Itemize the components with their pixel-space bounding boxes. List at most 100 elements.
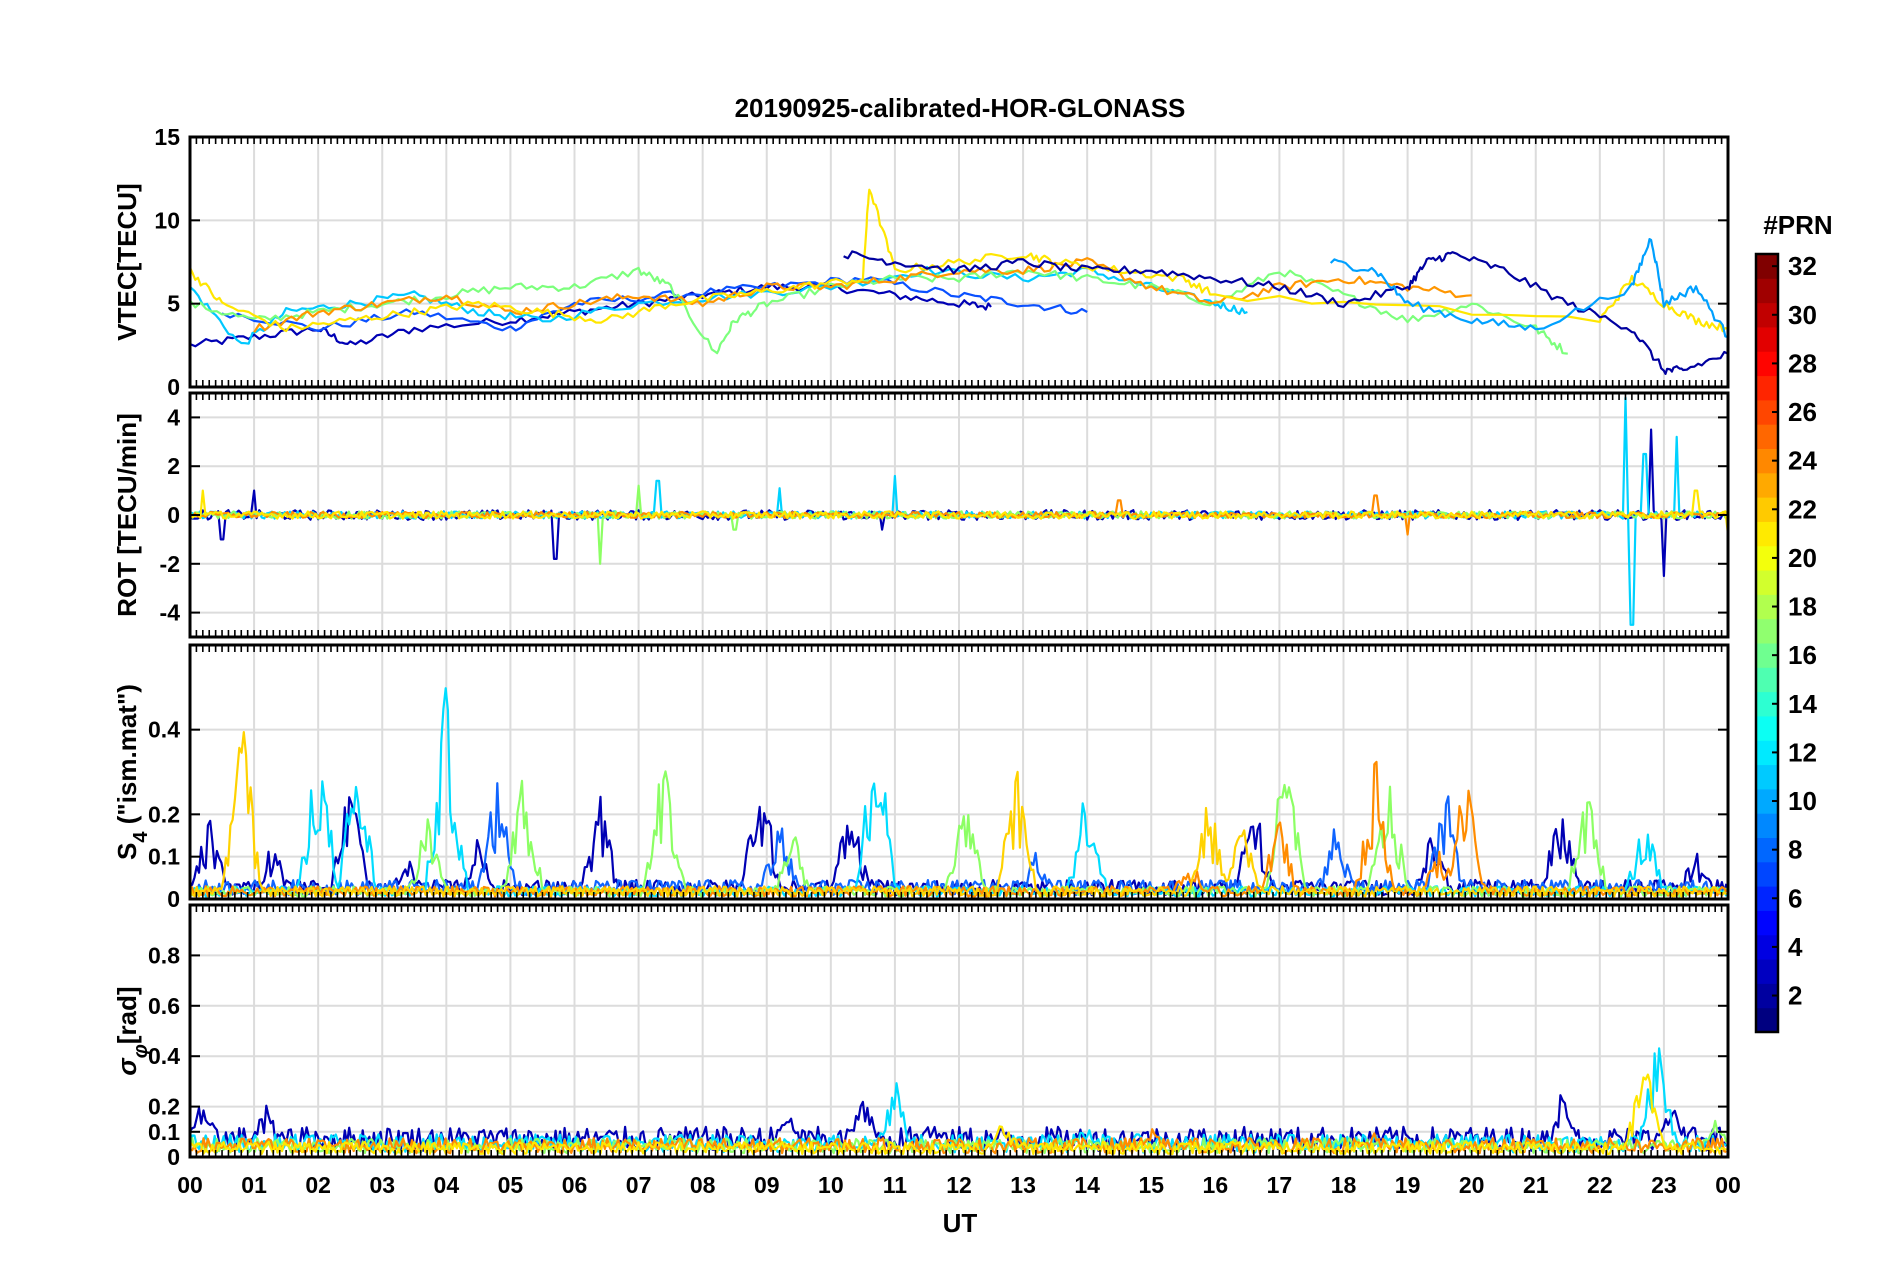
x-tick-label: 13	[1010, 1172, 1036, 1198]
x-tick-label: 10	[818, 1172, 844, 1198]
x-tick-label: 01	[241, 1172, 267, 1198]
series-line	[190, 782, 1728, 897]
panel-3: 0 0.1 0.2 0.4S4 ("ism.mat")	[112, 643, 1730, 912]
y-axis-label: VTEC[TECU]	[112, 183, 142, 340]
colorbar-segment	[1756, 934, 1778, 960]
x-tick-label: 22	[1587, 1172, 1613, 1198]
colorbar-segment	[1756, 861, 1778, 887]
x-tick-label: 06	[562, 1172, 588, 1198]
colorbar-segment	[1756, 886, 1778, 911]
colorbar-tick-label: 8	[1788, 835, 1802, 865]
y-tick-label: 0	[167, 1144, 180, 1170]
x-tick-label: 15	[1138, 1172, 1164, 1198]
x-tick-label: 21	[1523, 1172, 1549, 1198]
colorbar-frame	[1754, 252, 1780, 1034]
y-tick-label: 0.4	[148, 1043, 180, 1069]
colorbar-tick-label: 12	[1788, 737, 1817, 767]
x-tick-label: 17	[1267, 1172, 1293, 1198]
colorbar-segment	[1756, 1007, 1778, 1033]
colorbar-tick-label: 24	[1788, 446, 1817, 476]
x-tick-label: 14	[1074, 1172, 1100, 1198]
x-tick-label: 04	[434, 1172, 460, 1198]
panel-4: 00.10.2 0.4 0.6 0.8 σφ[rad] 00 01 02 03 04 05 06 07 0…	[112, 903, 1741, 1198]
colorbar-segment	[1756, 497, 1778, 522]
series-line	[190, 731, 1728, 898]
x-tick-label: 18	[1331, 1172, 1357, 1198]
colorbar-title: #PRN	[1763, 210, 1832, 240]
y-tick-label: 0.8	[148, 942, 180, 968]
colorbar-segment	[1756, 910, 1778, 936]
x-tick-label: 20	[1459, 1172, 1485, 1198]
colorbar-segment	[1756, 254, 1778, 279]
colorbar-tick-label: 22	[1788, 494, 1817, 524]
colorbar-segment	[1756, 570, 1778, 595]
series-line	[190, 266, 1568, 355]
x-tick-label: 11	[883, 1172, 908, 1198]
colorbar-segment	[1756, 424, 1778, 449]
series-group	[190, 687, 1728, 898]
colorbar-segment	[1756, 643, 1778, 668]
y-tick-label: 0.4	[148, 717, 180, 743]
series-line	[253, 257, 1472, 333]
x-tick-label: 02	[305, 1172, 331, 1198]
y-tick-label: 5	[167, 291, 180, 317]
colorbar-tick-label: 14	[1788, 689, 1817, 719]
y-tick-label: 10	[154, 207, 180, 233]
colorbar-tick-label: 4	[1788, 932, 1803, 962]
colorbar-segment	[1756, 545, 1778, 571]
y-tick-label: 15	[154, 124, 180, 150]
x-tick-label: 12	[946, 1172, 972, 1198]
x-tick-label: 05	[498, 1172, 524, 1198]
y-tick-label: -2	[160, 551, 180, 577]
x-axis-label: UT	[943, 1208, 978, 1238]
colorbar-segment	[1756, 667, 1778, 693]
colorbar-tick-label: 28	[1788, 348, 1817, 378]
x-tick-label: 09	[754, 1172, 780, 1198]
y-axis-label: S4 ("ism.mat")	[112, 684, 152, 860]
y-tick-label: 2	[167, 453, 180, 479]
colorbar-tick-label: 2	[1788, 981, 1802, 1011]
y-tick-label: 0.1	[148, 844, 180, 870]
colorbar-segment	[1756, 959, 1778, 984]
y-tick-label: 0.6	[148, 993, 180, 1019]
colorbar-segment	[1756, 351, 1778, 377]
y-axis-label: ROT [TECU/min]	[112, 413, 142, 617]
colorbar-segment	[1756, 521, 1778, 547]
series-line	[843, 250, 1728, 375]
colorbar-segment	[1756, 278, 1778, 304]
series-line	[1329, 238, 1728, 339]
colorbar-tick-label: 10	[1788, 786, 1817, 816]
y-tick-label: 0	[167, 502, 180, 528]
colorbar-segment	[1756, 740, 1778, 766]
x-tick-label: 07	[626, 1172, 652, 1198]
y-tick-label: 0.2	[148, 1094, 180, 1120]
colorbar-tick-label: 26	[1788, 397, 1817, 427]
colorbar-tick-label: 30	[1788, 300, 1817, 330]
colorbar-segment	[1756, 594, 1778, 620]
colorbar-segment	[1756, 983, 1778, 1009]
x-tick-label: 00	[1715, 1172, 1741, 1198]
x-tick-label: 23	[1651, 1172, 1677, 1198]
panel-2: -4 -2 0 2 4 ROT [TECU/min]	[112, 391, 1730, 639]
x-tick-label: 19	[1395, 1172, 1421, 1198]
colorbar-segment	[1756, 302, 1778, 328]
colorbar-segment	[1756, 691, 1778, 717]
series-line	[190, 489, 1728, 535]
colorbar-segment	[1756, 399, 1778, 425]
x-tick-label: 03	[369, 1172, 395, 1198]
colorbar-segment	[1756, 472, 1778, 498]
colorbar-segment	[1756, 837, 1778, 863]
y-tick-label: 0.1	[148, 1119, 180, 1145]
chart-title: 20190925-calibrated-HOR-GLONASS	[735, 93, 1186, 123]
series-line	[190, 188, 1728, 333]
colorbar-tick-label: 16	[1788, 640, 1817, 670]
colorbar-segment	[1756, 326, 1778, 352]
panel-1: 0 5 10 15 VTEC[TECU]	[112, 124, 1730, 400]
series-group	[190, 188, 1728, 375]
x-tick-label: 08	[690, 1172, 716, 1198]
y-tick-label: 0	[167, 374, 180, 400]
colorbar-segment	[1756, 375, 1778, 401]
colorbar-segment	[1756, 788, 1778, 814]
